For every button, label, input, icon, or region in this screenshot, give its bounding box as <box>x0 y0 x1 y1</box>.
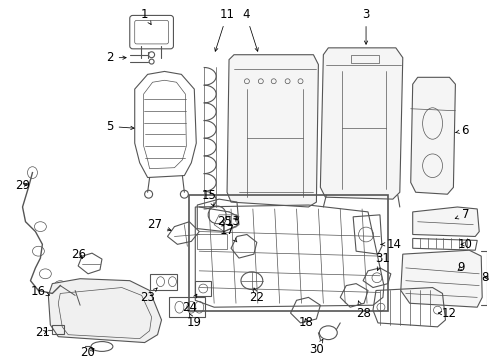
Text: 12: 12 <box>439 307 457 320</box>
Text: 4: 4 <box>242 8 258 51</box>
Text: 5: 5 <box>106 120 134 133</box>
Polygon shape <box>227 55 318 207</box>
Bar <box>52 325 64 334</box>
Bar <box>149 274 177 289</box>
Text: 17: 17 <box>220 224 237 242</box>
Polygon shape <box>49 279 162 343</box>
Text: 24: 24 <box>182 294 197 314</box>
Text: 23: 23 <box>140 288 157 304</box>
Text: 6: 6 <box>456 124 469 137</box>
Text: 9: 9 <box>458 261 465 274</box>
Text: 8: 8 <box>482 271 489 284</box>
Text: 16: 16 <box>31 285 49 298</box>
Text: 11: 11 <box>215 8 235 51</box>
Text: 10: 10 <box>458 238 473 251</box>
Bar <box>197 234 227 249</box>
Bar <box>351 55 379 63</box>
Text: 21: 21 <box>35 326 50 339</box>
Bar <box>170 297 205 317</box>
Text: 2: 2 <box>106 51 126 64</box>
Polygon shape <box>320 48 403 199</box>
Text: 1: 1 <box>141 8 151 24</box>
Polygon shape <box>411 77 455 194</box>
Text: 25: 25 <box>217 215 231 228</box>
Text: 27: 27 <box>147 218 171 231</box>
Text: 29: 29 <box>15 179 30 192</box>
Text: 20: 20 <box>81 346 96 359</box>
Polygon shape <box>401 250 482 307</box>
Text: 28: 28 <box>356 301 370 320</box>
Text: 7: 7 <box>455 208 469 221</box>
Text: 31: 31 <box>375 252 391 270</box>
Text: 14: 14 <box>381 238 401 251</box>
Text: 13: 13 <box>225 215 241 228</box>
Text: 18: 18 <box>299 316 314 329</box>
Bar <box>189 195 388 311</box>
Text: 26: 26 <box>71 248 86 261</box>
FancyBboxPatch shape <box>130 15 173 49</box>
Text: 30: 30 <box>309 339 324 356</box>
Text: 15: 15 <box>202 189 217 206</box>
Text: 22: 22 <box>249 288 264 304</box>
Text: 3: 3 <box>363 8 370 44</box>
Bar <box>196 281 211 296</box>
Text: 19: 19 <box>187 314 202 329</box>
Polygon shape <box>413 207 479 237</box>
